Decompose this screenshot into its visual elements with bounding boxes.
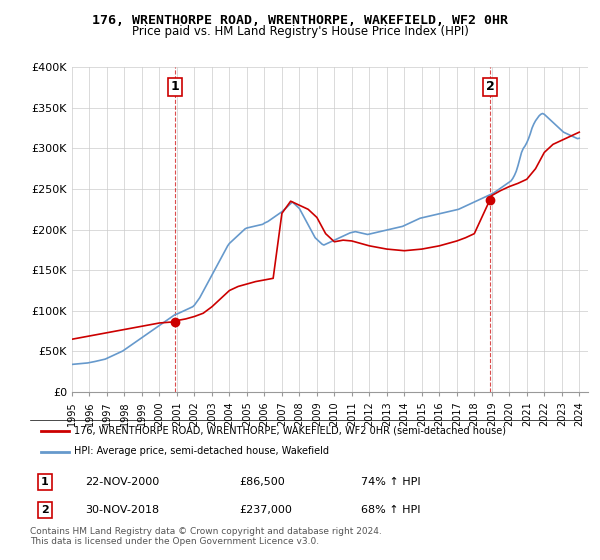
- Text: Contains HM Land Registry data © Crown copyright and database right 2024.
This d: Contains HM Land Registry data © Crown c…: [30, 526, 382, 546]
- Text: 176, WRENTHORPE ROAD, WRENTHORPE, WAKEFIELD, WF2 0HR (semi-detached house): 176, WRENTHORPE ROAD, WRENTHORPE, WAKEFI…: [74, 426, 506, 436]
- Text: £237,000: £237,000: [240, 505, 293, 515]
- Text: 30-NOV-2018: 30-NOV-2018: [85, 505, 160, 515]
- Text: £86,500: £86,500: [240, 477, 286, 487]
- Text: HPI: Average price, semi-detached house, Wakefield: HPI: Average price, semi-detached house,…: [74, 446, 329, 456]
- Text: 2: 2: [41, 505, 49, 515]
- Text: 2: 2: [485, 80, 494, 93]
- Text: 1: 1: [171, 80, 179, 93]
- Text: 1: 1: [41, 477, 49, 487]
- Text: 22-NOV-2000: 22-NOV-2000: [85, 477, 160, 487]
- Text: Price paid vs. HM Land Registry's House Price Index (HPI): Price paid vs. HM Land Registry's House …: [131, 25, 469, 38]
- Text: 176, WRENTHORPE ROAD, WRENTHORPE, WAKEFIELD, WF2 0HR: 176, WRENTHORPE ROAD, WRENTHORPE, WAKEFI…: [92, 14, 508, 27]
- Text: 68% ↑ HPI: 68% ↑ HPI: [361, 505, 421, 515]
- Text: 74% ↑ HPI: 74% ↑ HPI: [361, 477, 421, 487]
